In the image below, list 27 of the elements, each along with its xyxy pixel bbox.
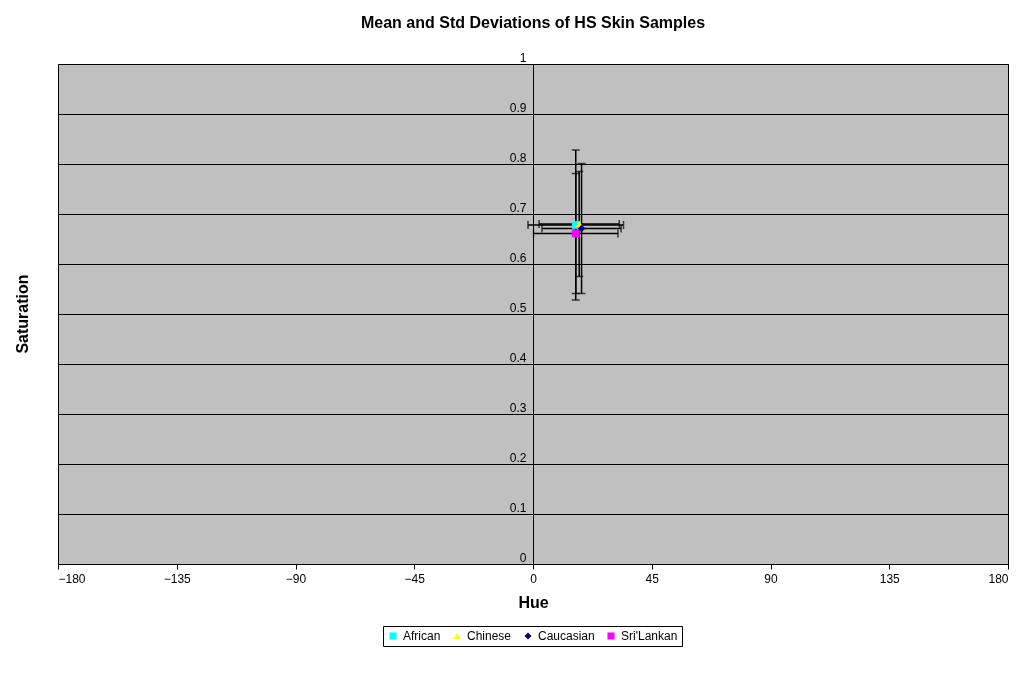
legend-label: Caucasian bbox=[538, 629, 595, 643]
x-tick-label: 90 bbox=[764, 571, 778, 586]
y-tick-label: 0.3 bbox=[509, 400, 527, 415]
y-tick-label: 0.8 bbox=[509, 150, 527, 165]
chart-title: Mean and Std Deviations of HS Skin Samples bbox=[360, 14, 706, 31]
y-tick-label: 0 bbox=[519, 550, 527, 565]
y-tick-label: 0.5 bbox=[509, 300, 527, 315]
y-tick-label: 0.6 bbox=[509, 250, 527, 265]
legend-label: Sri'Lankan bbox=[621, 629, 678, 643]
y-tick-label: 1 bbox=[519, 50, 527, 65]
y-tick-label: 0.4 bbox=[509, 350, 527, 365]
x-tick-label: 135 bbox=[879, 571, 901, 586]
y-tick-label: 0.1 bbox=[509, 500, 527, 515]
x-tick-label: −180 bbox=[58, 571, 86, 586]
x-tick-label: −90 bbox=[285, 571, 307, 586]
x-tick-label: 45 bbox=[645, 571, 660, 586]
y-tick-label: 0.7 bbox=[509, 200, 527, 215]
y-axis-title: Saturation bbox=[14, 274, 31, 354]
y-tick-label: 0.9 bbox=[509, 100, 527, 115]
x-tick-label: −135 bbox=[163, 571, 192, 586]
y-tick-label: 0.2 bbox=[509, 450, 527, 465]
x-tick-label: −45 bbox=[404, 571, 426, 586]
x-tick-label: 0 bbox=[530, 571, 538, 586]
x-axis-title: Hue bbox=[518, 593, 549, 611]
legend-label: Chinese bbox=[467, 629, 512, 643]
x-tick-label: 180 bbox=[988, 571, 1009, 586]
legend-label: African bbox=[403, 629, 441, 643]
